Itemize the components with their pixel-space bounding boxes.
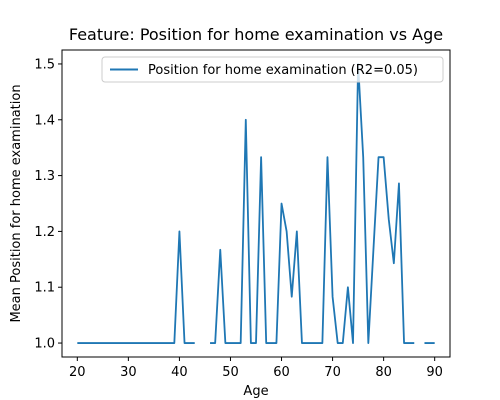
x-tick-label: 20 — [69, 365, 86, 380]
y-tick-label: 1.3 — [34, 169, 55, 184]
y-tick-label: 1.0 — [34, 337, 55, 352]
x-tick-label: 80 — [375, 365, 392, 380]
y-axis-label: Mean Position for home examination — [9, 84, 24, 322]
y-tick-label: 1.4 — [34, 113, 55, 128]
plot-frame — [61, 49, 451, 358]
x-axis-label: Age — [243, 384, 268, 399]
series-layer — [77, 63, 435, 344]
x-tick-label: 40 — [171, 365, 188, 380]
y-tick-label: 1.2 — [34, 225, 55, 240]
y-tick-label: 1.1 — [34, 281, 55, 296]
series-line — [77, 63, 435, 344]
x-tick-label: 50 — [222, 365, 239, 380]
x-tick-label: 30 — [120, 365, 137, 380]
legend-label: Position for home examination (R2=0.05) — [148, 63, 418, 78]
x-tick-label: 90 — [426, 365, 443, 380]
y-tick-label: 1.5 — [34, 57, 55, 72]
legend-box — [101, 56, 444, 83]
x-tick-label: 60 — [273, 365, 290, 380]
x-axis: 20 30 40 50 60 70 80 90 — [69, 357, 443, 380]
chart-title: Feature: Position for home examination v… — [69, 25, 443, 44]
legend: Position for home examination (R2=0.05) — [101, 56, 444, 83]
x-tick-label: 70 — [324, 365, 341, 380]
y-axis: 1.0 1.1 1.2 1.3 1.4 1.5 — [34, 57, 62, 352]
